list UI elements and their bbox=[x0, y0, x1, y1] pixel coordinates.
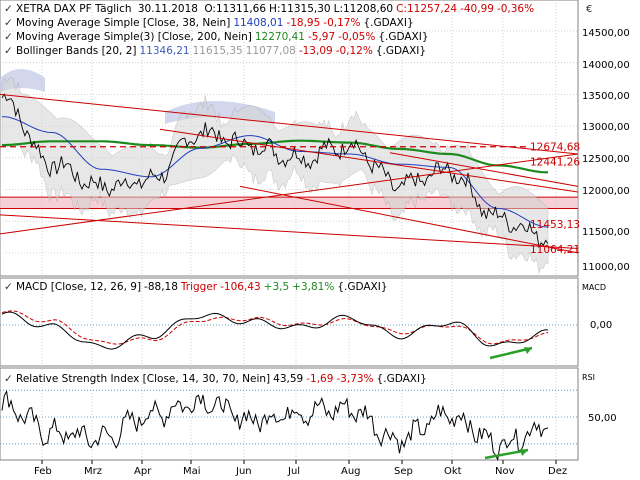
price-tick: 12500,00 bbox=[582, 154, 630, 165]
month-label: Nov bbox=[495, 466, 515, 477]
legend-ma200: ✓ Moving Average Simple(3) [Close, 200, N… bbox=[4, 31, 432, 43]
ma200-line bbox=[2, 139, 549, 174]
legend-macd-chg: +3,5 bbox=[263, 281, 290, 293]
legend-price-date: 30.11.2018 bbox=[137, 3, 198, 15]
month-label: Apr bbox=[134, 466, 152, 477]
macd-trigger-line bbox=[1, 310, 549, 345]
legend-price-chgpct: -0,36% bbox=[496, 3, 535, 15]
legend-bb-v3: 11077,08 bbox=[245, 45, 296, 57]
legend-macd-chgpct: +3,81% bbox=[292, 281, 335, 293]
bollinger-band bbox=[1, 76, 549, 274]
month-label: Okt bbox=[444, 466, 462, 477]
legend-bb-sym: {.GDAXI} bbox=[375, 45, 427, 57]
legend-ma38-sym: {.GDAXI} bbox=[363, 17, 414, 29]
price-tick: 13500,00 bbox=[582, 91, 630, 102]
month-axis: Feb Mrz Apr Mai Jun Jul Aug Sep Okt Nov … bbox=[34, 466, 567, 477]
trend-line bbox=[389, 152, 579, 187]
legend-rsi: ✓ Relative Strength Index [Close, 14, 30,… bbox=[4, 373, 430, 385]
legend-bb-name: Bollinger Bands [20, 2] bbox=[16, 45, 137, 57]
legend-macd: ✓ MACD [Close, 12, 26, 9] -88,18 Trigger -10… bbox=[4, 281, 391, 293]
legend-price-close: C:11257,24 bbox=[396, 3, 458, 15]
check-icon: ✓ bbox=[4, 373, 13, 385]
month-label: Dez bbox=[548, 466, 567, 477]
rsi-axis-label: RSI bbox=[582, 373, 595, 382]
price-axis: 14500,00 14000,00 13500,00 13000,00 1250… bbox=[582, 28, 630, 273]
legend-ma200-chgpct: -0,05% bbox=[338, 31, 376, 43]
legend-rsi-val: 43,59 bbox=[273, 373, 304, 385]
legend-rsi-chgpct: -3,73% bbox=[336, 373, 374, 385]
legend-ma38-name: Moving Average Simple [Close, 38, Nein] bbox=[16, 17, 231, 29]
level-label-4: 11064,21 bbox=[530, 244, 580, 256]
price-tick: 14500,00 bbox=[582, 28, 630, 39]
month-label: Jun bbox=[235, 466, 252, 477]
rsi-arrow-head bbox=[520, 449, 528, 456]
month-label: Mai bbox=[183, 466, 201, 477]
legend-macd-trigger: Trigger bbox=[180, 281, 218, 293]
legend-rsi-sym: {.GDAXI} bbox=[376, 373, 427, 385]
legend-ma38-chgpct: -0,17% bbox=[323, 17, 361, 29]
level-label-3: 11453,13 bbox=[530, 219, 580, 231]
currency-icon: € bbox=[586, 4, 592, 15]
price-tick: 14000,00 bbox=[582, 60, 630, 71]
price-panel bbox=[0, 0, 579, 277]
level-label-1: 12674,68 bbox=[530, 142, 580, 154]
legend-bollinger: ✓ Bollinger Bands [20, 2] 11346,21 11615,35… bbox=[4, 45, 429, 57]
check-icon: ✓ bbox=[4, 31, 13, 43]
legend-macd-val: -88,18 bbox=[144, 281, 178, 293]
rsi-line bbox=[1, 389, 549, 462]
price-tick: 12000,00 bbox=[582, 186, 630, 197]
month-label: Mrz bbox=[84, 466, 102, 477]
month-label: Sep bbox=[394, 466, 413, 477]
legend-bb-v1: 11346,21 bbox=[139, 45, 190, 57]
legend-ma38-chg: -18,95 bbox=[286, 17, 321, 29]
legend-ma200-val: 12270,41 bbox=[254, 31, 305, 43]
legend-price-high: H:11315,30 bbox=[269, 3, 331, 15]
legend-macd-sym: {.GDAXI} bbox=[337, 281, 388, 293]
legend-bb-chg: -13,09 bbox=[298, 45, 333, 57]
legend-price-chg: -40,99 bbox=[460, 3, 494, 15]
check-icon: ✓ bbox=[4, 45, 13, 57]
legend-ma200-sym: {.GDAXI} bbox=[378, 31, 429, 43]
price-tick: 11000,00 bbox=[582, 262, 630, 273]
macd-trend-arrow bbox=[489, 346, 533, 360]
macd-axis-label: MACD bbox=[582, 283, 606, 292]
legend-ma200-name: Moving Average Simple(3) [Close, 200, Ne… bbox=[16, 31, 252, 43]
legend-price: ✓ XETRA DAX PF Täglich 30.11.2018 O:11311… bbox=[4, 3, 537, 15]
legend-macd-tval: -106,43 bbox=[220, 281, 261, 293]
month-label: Jul bbox=[287, 466, 300, 477]
macd-arrow-head bbox=[524, 347, 532, 354]
price-tick: 13000,00 bbox=[582, 122, 630, 133]
level-label-2: 12441,26 bbox=[530, 157, 580, 169]
legend-price-low: L:11208,60 bbox=[333, 3, 394, 15]
legend-ma200-chg: -5,97 bbox=[307, 31, 336, 43]
check-icon: ✓ bbox=[4, 281, 13, 293]
check-icon: ✓ bbox=[4, 17, 13, 29]
legend-ma38-val: 11408,01 bbox=[233, 17, 284, 29]
price-line bbox=[1, 93, 549, 249]
legend-rsi-chg: -1,69 bbox=[306, 373, 334, 385]
legend-ma38: ✓ Moving Average Simple [Close, 38, Nein]… bbox=[4, 17, 417, 29]
legend-macd-name: MACD [Close, 12, 26, 9] bbox=[16, 281, 142, 293]
month-label: Feb bbox=[34, 466, 52, 477]
check-icon: ✓ bbox=[4, 3, 13, 15]
trend-line bbox=[239, 185, 579, 254]
macd-tick: 0,00 bbox=[590, 320, 612, 331]
legend-bb-chgpct: -0,12% bbox=[335, 45, 373, 57]
legend-bb-v2: 11615,35 bbox=[192, 45, 243, 57]
legend-price-name: XETRA DAX PF Täglich bbox=[16, 3, 132, 15]
trend-line bbox=[0, 93, 579, 155]
trend-line bbox=[0, 214, 579, 249]
resistance-zone bbox=[0, 197, 578, 209]
macd-line bbox=[1, 311, 549, 350]
legend-rsi-name: Relative Strength Index [Close, 14, 30, … bbox=[16, 373, 271, 385]
rsi-tick: 50,00 bbox=[588, 413, 617, 424]
rsi-panel bbox=[0, 367, 579, 461]
legend-price-open: O:11311,66 bbox=[204, 3, 267, 15]
month-label: Aug bbox=[341, 466, 361, 477]
ma38-line bbox=[1, 116, 549, 228]
trend-line bbox=[159, 128, 579, 193]
price-tick: 11500,00 bbox=[582, 227, 630, 238]
macd-panel bbox=[0, 277, 579, 367]
